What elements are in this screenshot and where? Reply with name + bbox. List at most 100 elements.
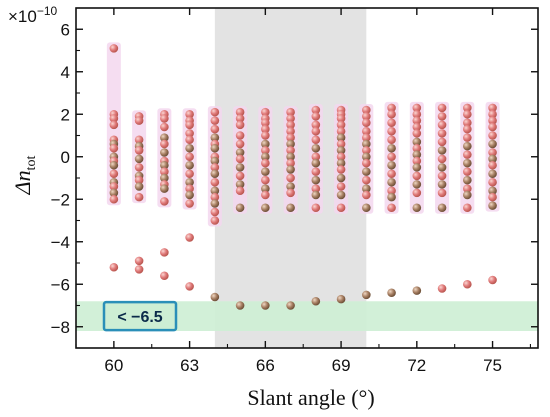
data-point <box>286 114 295 123</box>
data-point <box>134 175 144 185</box>
data-point <box>210 186 220 196</box>
data-point <box>210 207 220 217</box>
x-tick-label: 63 <box>180 356 199 375</box>
data-point <box>362 152 371 162</box>
data-point <box>286 188 295 198</box>
data-point <box>488 186 497 196</box>
data-point <box>387 169 396 179</box>
data-point <box>336 158 346 168</box>
data-point <box>185 184 194 193</box>
data-point <box>261 301 270 310</box>
data-point <box>261 184 270 193</box>
data-point <box>235 154 245 164</box>
data-point <box>412 171 422 181</box>
data-point <box>488 103 497 113</box>
data-point <box>286 203 295 213</box>
data-point <box>387 152 396 162</box>
data-point <box>286 139 295 149</box>
data-point <box>160 271 169 281</box>
data-point <box>437 146 447 155</box>
data-point <box>488 154 497 164</box>
data-point <box>336 173 346 183</box>
data-point <box>412 109 422 119</box>
data-point <box>185 152 194 162</box>
data-point <box>286 165 295 174</box>
data-point <box>134 116 144 125</box>
data-point <box>261 190 270 200</box>
data-point <box>160 133 169 142</box>
data-point <box>463 109 472 119</box>
data-point <box>437 188 447 198</box>
data-point <box>488 177 497 187</box>
data-point <box>235 131 245 140</box>
data-point <box>311 120 321 130</box>
data-point <box>463 184 472 193</box>
data-point <box>463 150 472 159</box>
data-point <box>235 186 245 196</box>
data-point <box>488 122 497 132</box>
data-point <box>412 180 422 189</box>
data-point <box>387 160 396 170</box>
data-point <box>437 103 447 113</box>
data-point <box>210 107 220 117</box>
data-point <box>362 118 371 128</box>
data-point <box>235 139 245 149</box>
data-point <box>311 158 321 168</box>
data-point <box>160 114 169 123</box>
data-point <box>261 175 270 185</box>
data-point <box>109 44 119 53</box>
data-point <box>362 146 371 155</box>
data-point <box>235 203 245 213</box>
data-point <box>336 139 346 149</box>
x-tick-label: 66 <box>256 356 275 375</box>
axes-layer <box>75 7 539 349</box>
data-point <box>362 290 371 300</box>
data-point <box>412 116 422 125</box>
data-point <box>336 133 346 142</box>
data-point <box>160 248 169 257</box>
data-point <box>286 120 295 130</box>
data-point <box>387 186 396 196</box>
data-point <box>437 154 447 164</box>
data-point <box>387 203 396 213</box>
data-point <box>160 148 169 157</box>
data-point <box>261 107 270 117</box>
y-axis-multiplier-exponent: −10 <box>37 4 58 18</box>
data-point <box>134 146 144 155</box>
data-point <box>109 160 119 170</box>
data-point <box>488 169 497 179</box>
y-axis-title: Δntot <box>10 156 39 196</box>
data-point <box>412 203 422 213</box>
data-point <box>185 282 194 291</box>
data-point <box>463 203 472 213</box>
data-point <box>261 131 270 140</box>
data-point <box>134 182 144 191</box>
data-point <box>437 163 447 172</box>
data-point <box>185 160 194 170</box>
data-point <box>311 296 321 306</box>
y-tick-label: −6 <box>51 275 70 294</box>
data-point <box>362 167 371 176</box>
data-point <box>311 175 321 185</box>
data-point <box>210 192 220 202</box>
data-point <box>412 188 422 198</box>
y-tick-label: −4 <box>51 233 70 252</box>
data-point <box>362 112 371 121</box>
data-point <box>109 188 119 198</box>
data-point <box>286 133 295 142</box>
data-point <box>134 256 144 266</box>
labels-layer: 60 63 66 69 72 75 −8 −6 −4 −2 0 2 4 6 <box>51 20 502 375</box>
data-point <box>412 103 422 113</box>
data-point <box>311 203 321 213</box>
data-point <box>488 131 497 140</box>
data-point <box>160 184 169 193</box>
data-point <box>311 152 321 162</box>
data-point <box>311 112 321 121</box>
y-tick-label: 0 <box>61 148 70 167</box>
data-point <box>488 192 497 202</box>
data-point <box>336 165 346 174</box>
data-point <box>412 150 422 159</box>
data-point <box>109 194 119 204</box>
data-point <box>437 180 447 189</box>
y-axis-multiplier-base: ×10 <box>8 7 37 26</box>
